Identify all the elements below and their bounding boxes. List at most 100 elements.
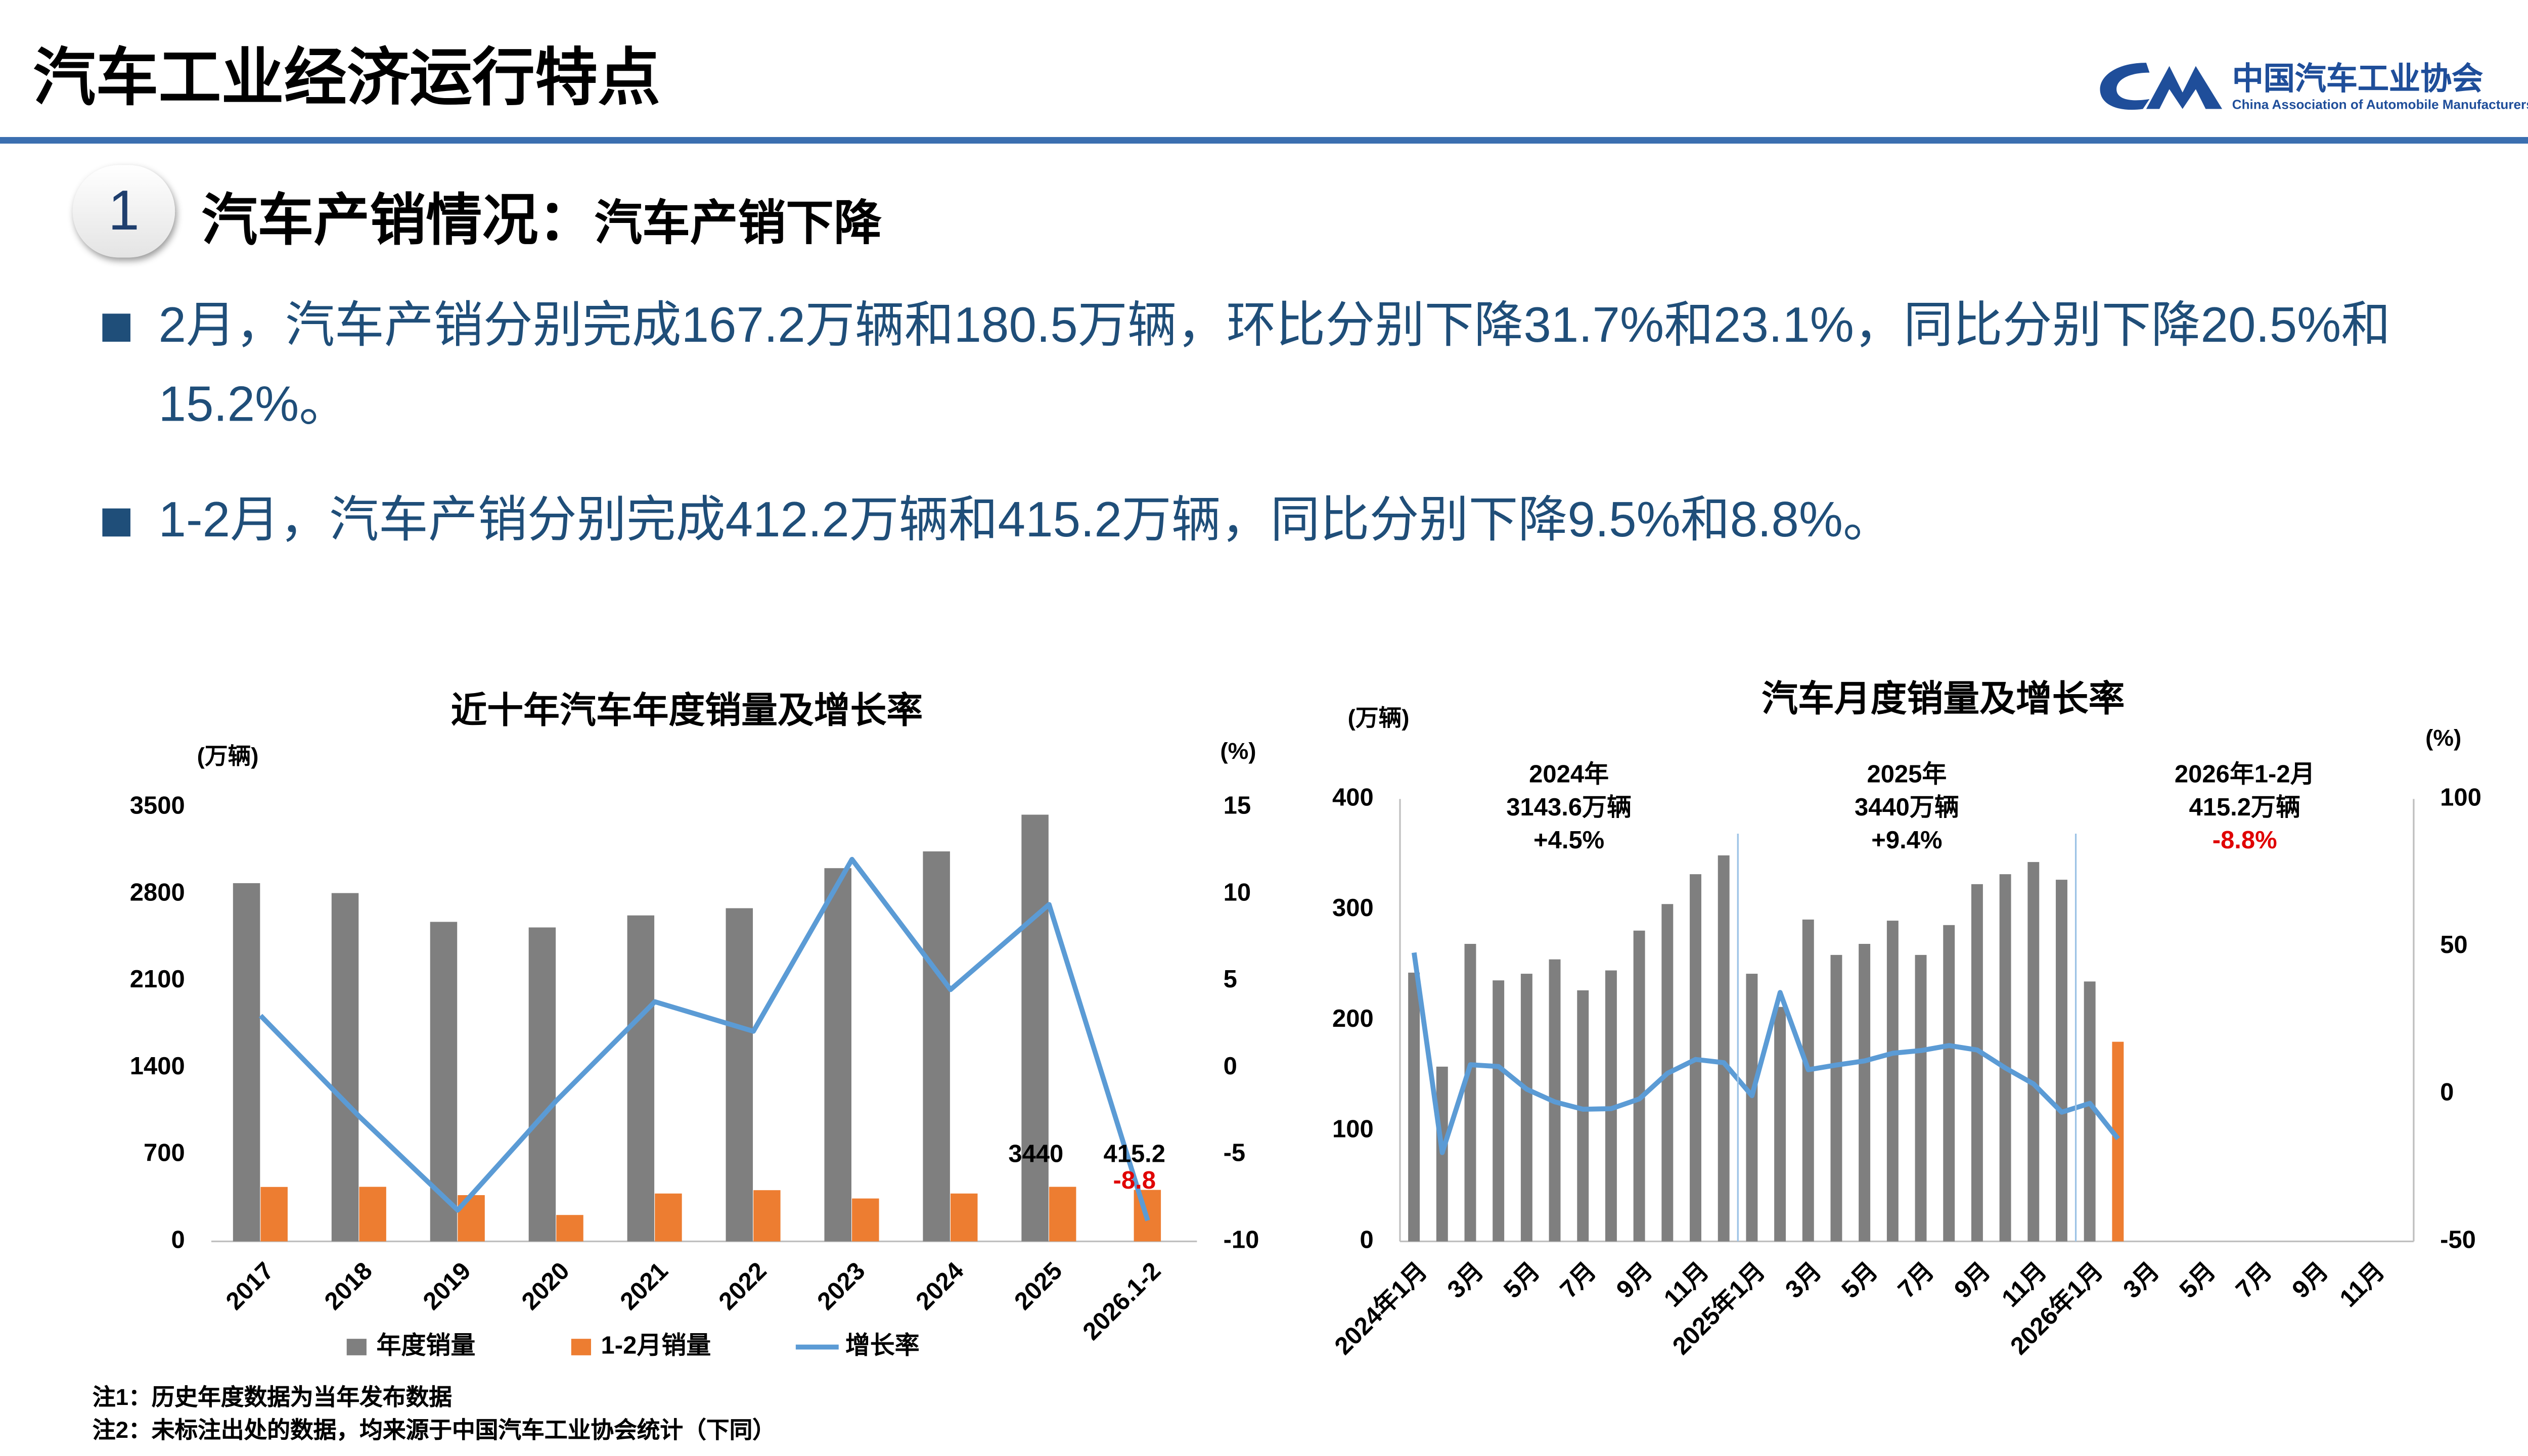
y2-axis-label: (%) [2425, 725, 2461, 751]
bar [1577, 990, 1589, 1242]
bar [923, 851, 950, 1242]
x-tick-label: 3月 [2118, 1257, 2164, 1304]
annotation: 2025年 [1867, 761, 1947, 788]
bar [1408, 972, 1420, 1242]
x-tick-label: 11月 [2334, 1257, 2389, 1312]
annotation: 2024年 [1529, 761, 1609, 788]
y2-tick-label: 15 [1224, 792, 1251, 820]
bar [1886, 921, 1899, 1242]
page-title: 汽车工业经济运行特点 [33, 44, 661, 114]
y2-tick-label: -10 [1224, 1226, 1259, 1253]
logo-name: 中国汽车工业协会 [2232, 63, 2484, 98]
x-tick-label: 2026.1-2 [1078, 1257, 1166, 1346]
bar [556, 1215, 583, 1242]
y-tick-label: 0 [171, 1226, 185, 1253]
bar [1746, 974, 1758, 1242]
x-tick-label: 2020 [517, 1257, 575, 1315]
bar [2084, 981, 2096, 1242]
header-rule [0, 137, 2528, 144]
bar [627, 915, 655, 1242]
y-tick-label: 700 [144, 1140, 185, 1167]
annotation: 2026年1-2月 [2175, 761, 2315, 788]
chart-title: 近十年汽车年度销量及增长率 [450, 691, 923, 731]
y2-tick-label: 0 [2440, 1079, 2454, 1106]
line [1411, 952, 2120, 1155]
x-tick-label: 2023 [812, 1257, 870, 1315]
x-tick-label: 2024年1月 [1330, 1257, 1433, 1360]
bar [1021, 814, 1049, 1242]
annotation: +9.4% [1871, 827, 1942, 854]
y-tick-label: 400 [1332, 784, 1374, 811]
x-tick-label: 9月 [2287, 1257, 2333, 1304]
bar [359, 1187, 386, 1242]
section-title: 汽车产销情况： [201, 190, 595, 253]
bar [1971, 884, 1983, 1242]
y2-tick-label: 0 [1224, 1053, 1237, 1080]
data-label: 3440 [1008, 1141, 1063, 1168]
bar [1520, 974, 1532, 1242]
y-tick-label: 3500 [130, 792, 185, 820]
bar [2027, 862, 2040, 1242]
y2-axis-label: (%) [1220, 738, 1256, 764]
bar [1464, 944, 1476, 1242]
section-number: 1 [72, 165, 175, 258]
section-heading: 汽车产销情况：汽车产销下降 [201, 175, 881, 256]
y-tick-label: 2800 [130, 879, 185, 906]
legend-swatch [571, 1339, 591, 1355]
y2-tick-label: 50 [2440, 931, 2467, 959]
bullet: 1-2月，汽车产销分别完成412.2万辆和415.2万辆，同比分别下降9.5%和… [99, 482, 2526, 561]
x-tick-label: 5月 [1836, 1257, 1883, 1304]
y-axis-label: (万辆) [1348, 705, 1410, 731]
bar [1802, 919, 1814, 1242]
legend-label: 年度销量 [376, 1332, 475, 1359]
annotation: 415.2万辆 [2189, 794, 2300, 821]
section-subtitle: 汽车产销下降 [594, 198, 882, 251]
bar [331, 893, 359, 1242]
x-tick-label: 7月 [1555, 1257, 1601, 1304]
annotation: +4.5% [1533, 827, 1604, 854]
x-tick-label: 2019 [418, 1257, 476, 1315]
bar [951, 1193, 978, 1242]
note: 注1：历史年度数据为当年发布数据 [92, 1383, 453, 1410]
x-tick-label: 2017 [221, 1257, 279, 1315]
x-tick-label: 7月 [2231, 1257, 2277, 1304]
x-tick-label: 2021 [615, 1257, 673, 1315]
data-label: -8.8 [1113, 1167, 1156, 1194]
bar [824, 868, 851, 1242]
bar [528, 927, 556, 1242]
x-tick-label: 3月 [1780, 1257, 1827, 1304]
x-tick-label: 2022 [713, 1257, 772, 1315]
x-tick-label: 7月 [1893, 1257, 1939, 1304]
y-tick-label: 1400 [130, 1053, 185, 1080]
legend-label: 1-2月销量 [601, 1332, 711, 1359]
annotation: -8.8% [2213, 827, 2277, 854]
y-tick-label: 100 [1332, 1116, 1374, 1143]
bar [1774, 1007, 1786, 1242]
bar [1915, 954, 1927, 1242]
y2-tick-label: -5 [1224, 1140, 1246, 1167]
y2-tick-label: 100 [2440, 784, 2481, 811]
y-tick-label: 0 [1360, 1226, 1374, 1253]
bar [753, 1190, 781, 1242]
y-axis-label: (万辆) [197, 743, 259, 769]
chart-title: 汽车月度销量及增长率 [1762, 679, 2125, 719]
annotation: 3440万辆 [1855, 794, 1959, 821]
legend-label: 增长率 [845, 1332, 920, 1359]
bar [1859, 944, 1871, 1242]
x-tick-label: 5月 [2175, 1257, 2221, 1304]
bar [726, 908, 753, 1242]
bar [2056, 880, 2067, 1242]
x-tick-label: 9月 [1949, 1257, 1996, 1304]
y2-tick-label: -50 [2440, 1226, 2476, 1253]
bullet: 2月，汽车产销分别完成167.2万辆和180.5万辆，环比分别下降31.7%和2… [99, 287, 2526, 445]
x-tick-label: 9月 [1611, 1257, 1658, 1304]
bar [1830, 954, 1842, 1242]
legend-swatch [346, 1339, 367, 1355]
x-tick-label: 3月 [1442, 1257, 1489, 1304]
logo-mark [2100, 63, 2223, 110]
bar [1633, 930, 1645, 1242]
line [258, 856, 1150, 1221]
logo-name-en: China Association of Automobile Manufact… [2232, 97, 2528, 113]
